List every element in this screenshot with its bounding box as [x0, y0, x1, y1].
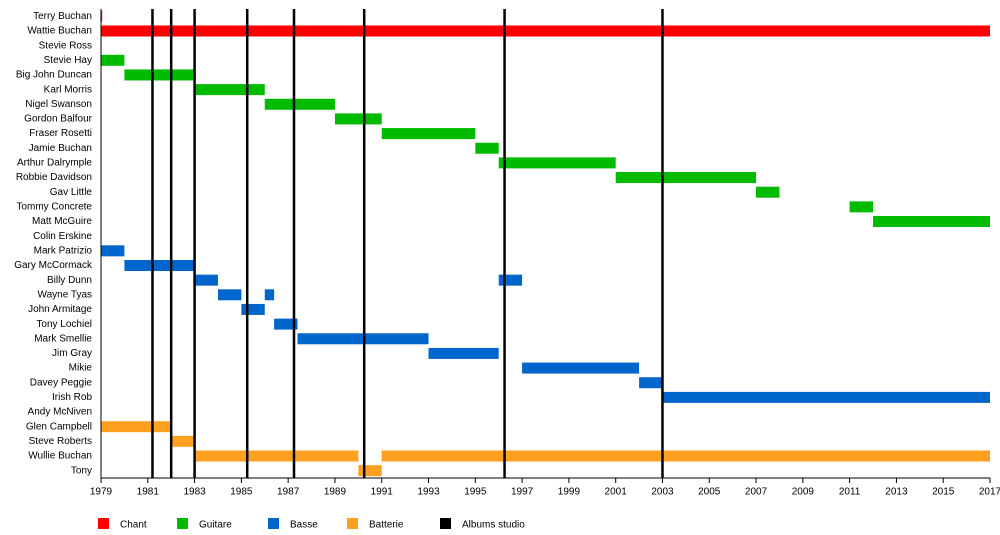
bar: [428, 347, 499, 359]
bar: [756, 186, 780, 198]
y-tick-label: Wullie Buchan: [28, 451, 92, 462]
legend-swatch: [440, 518, 451, 529]
x-tick-label: 1989: [324, 487, 347, 498]
y-tick-label: Steve Roberts: [29, 436, 92, 447]
y-tick-label: Arthur Dalrymple: [17, 158, 92, 169]
y-tick-label: Stevie Hay: [44, 55, 92, 66]
x-tick-label: 1997: [511, 487, 534, 498]
y-tick-label: Colin Erskine: [33, 231, 92, 242]
x-tick-label: 2003: [651, 487, 674, 498]
bar: [124, 259, 195, 271]
y-tick-label: Tony: [71, 465, 92, 476]
legend-swatch: [347, 518, 358, 529]
legend-label: Albums studio: [462, 520, 525, 531]
x-tick-label: 2011: [839, 487, 861, 498]
bar: [217, 289, 242, 301]
bar: [274, 318, 298, 330]
bar: [194, 450, 359, 462]
y-tick-label: Tommy Concrete: [16, 202, 92, 213]
legend-swatch: [268, 518, 279, 529]
legend-label: Basse: [290, 520, 318, 531]
bar: [101, 421, 172, 433]
bar: [498, 274, 523, 286]
bar: [381, 450, 991, 462]
x-tick-label: 2007: [745, 487, 768, 498]
y-tick-label: Gav Little: [50, 187, 93, 198]
y-tick-label: Gary McCormack: [14, 260, 93, 271]
x-tick-label: 2009: [792, 487, 815, 498]
bar: [639, 377, 663, 389]
x-tick-label: 1983: [183, 487, 206, 498]
bar: [381, 128, 476, 140]
y-tick-label: John Armitage: [28, 304, 92, 315]
x-tick-label: 1995: [464, 487, 487, 498]
y-tick-label: Big John Duncan: [16, 70, 92, 81]
bar: [241, 303, 265, 315]
y-tick-label: Billy Dunn: [47, 275, 92, 286]
bar: [101, 25, 990, 37]
legend-label: Guitare: [199, 520, 232, 531]
y-tick-label: Terry Buchan: [33, 11, 92, 22]
bar: [264, 98, 335, 110]
bar: [101, 245, 125, 257]
x-tick-label: 1979: [90, 487, 113, 498]
bar: [101, 54, 125, 66]
bar: [124, 69, 195, 81]
y-tick-label: Mark Patrizio: [34, 245, 93, 256]
y-tick-label: Irish Rob: [52, 392, 92, 403]
x-tick-label: 1987: [277, 487, 300, 498]
bar: [194, 274, 218, 286]
bar: [662, 391, 990, 403]
x-tick-label: 2017: [979, 487, 1000, 498]
bar: [873, 216, 990, 228]
bar: [475, 142, 499, 154]
y-tick-label: Jim Gray: [52, 348, 92, 359]
x-tick-label: 2005: [698, 487, 721, 498]
legend-swatch: [98, 518, 109, 529]
x-tick-label: 1991: [371, 487, 394, 498]
x-tick-label: 1985: [230, 487, 253, 498]
y-tick-label: Tony Lochiel: [36, 319, 92, 330]
y-tick-label: Karl Morris: [44, 84, 92, 95]
y-tick-label: Davey Peggie: [30, 377, 93, 388]
bar: [101, 10, 103, 22]
y-tick-label: Fraser Rosetti: [29, 128, 92, 139]
legend-label: Chant: [120, 520, 147, 531]
bar: [194, 84, 265, 96]
y-tick-label: Jamie Buchan: [29, 143, 92, 154]
bar: [522, 362, 640, 374]
legend-swatch: [177, 518, 188, 529]
x-tick-label: 1981: [137, 487, 160, 498]
y-tick-label: Wayne Tyas: [38, 289, 92, 300]
bar: [358, 465, 382, 477]
y-tick-label: Nigel Swanson: [25, 99, 92, 110]
y-tick-label: Gordon Balfour: [24, 114, 92, 125]
y-tick-label: Matt McGuire: [32, 216, 92, 227]
y-tick-label: Andy McNiven: [28, 407, 92, 418]
y-tick-label: Stevie Ross: [39, 40, 92, 51]
bar: [264, 289, 275, 301]
y-tick-label: Wattie Buchan: [27, 26, 92, 37]
y-tick-label: Mark Smellie: [34, 333, 92, 344]
x-tick-label: 2013: [885, 487, 908, 498]
y-tick-label: Robbie Davidson: [16, 172, 92, 183]
bar: [171, 435, 195, 447]
bar: [615, 172, 757, 184]
bar: [334, 113, 382, 125]
bar: [498, 157, 616, 169]
y-tick-label: Glen Campbell: [26, 421, 92, 432]
x-tick-label: 1993: [417, 487, 440, 498]
x-tick-label: 2015: [932, 487, 955, 498]
bar: [849, 201, 874, 213]
x-tick-label: 1999: [558, 487, 581, 498]
legend-label: Batterie: [369, 520, 404, 531]
y-tick-label: Mikie: [69, 363, 93, 374]
x-tick-label: 2001: [605, 487, 628, 498]
